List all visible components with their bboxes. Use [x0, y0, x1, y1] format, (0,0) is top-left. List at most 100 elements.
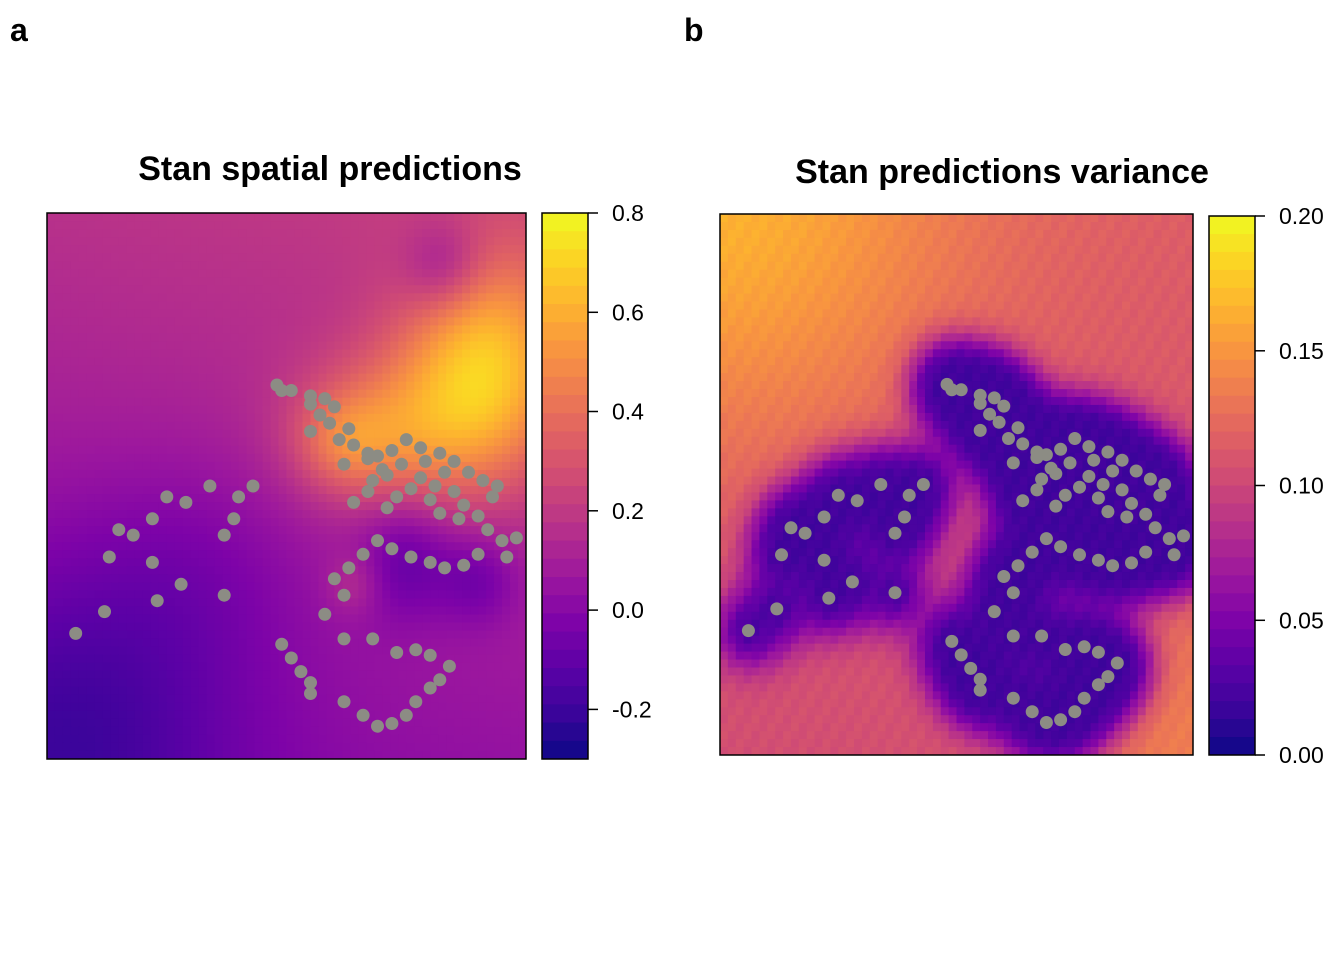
heatmap-cell [214, 686, 224, 696]
heatmap-cell [406, 678, 415, 688]
heatmap-cell [47, 461, 56, 471]
heatmap-cell [1098, 253, 1107, 263]
heatmap-cell [454, 221, 463, 230]
heatmap-cell [972, 301, 981, 311]
heatmap-cell [318, 670, 328, 680]
heatmap-cell [326, 357, 335, 367]
heatmap-cell [948, 301, 958, 311]
heatmap-cell [510, 333, 519, 343]
heatmap-cell [294, 437, 304, 447]
heatmap-cell [238, 349, 248, 359]
heatmap-cell [294, 510, 304, 519]
heatmap-cell [47, 622, 56, 632]
heatmap-cell [286, 630, 296, 640]
heatmap-cell [222, 710, 232, 720]
heatmap-cell [518, 317, 526, 327]
heatmap-cell [142, 582, 152, 591]
heatmap-cell [390, 341, 399, 351]
heatmap-cell [838, 277, 847, 287]
heatmap-cell [94, 582, 104, 591]
heatmap-cell [302, 269, 312, 278]
heatmap-cell [430, 221, 439, 230]
heatmap-cell [206, 614, 216, 624]
heatmap-cell [1161, 253, 1170, 263]
heatmap-cell [94, 742, 104, 752]
heatmap-cell [158, 566, 168, 575]
heatmap-cell [462, 686, 471, 696]
heatmap-cell [246, 614, 256, 624]
heatmap-cell [158, 518, 168, 527]
heatmap-cell [390, 397, 399, 407]
heatmap-cell [1161, 229, 1170, 239]
heatmap-cell [102, 453, 112, 463]
heatmap-cell [893, 221, 902, 231]
heatmap-cell [206, 510, 216, 519]
heatmap-cell [1066, 245, 1076, 255]
heatmap-cell [150, 381, 160, 391]
heatmap-cell [350, 542, 359, 551]
heatmap-cell [310, 566, 320, 575]
heatmap-cell [118, 574, 128, 583]
heatmap-cell [158, 461, 168, 471]
heatmap-cell [414, 429, 423, 439]
heatmap-cell [1129, 301, 1139, 311]
heatmap-cell [446, 534, 455, 543]
heatmap-cell [318, 477, 328, 487]
heatmap-cell [47, 373, 56, 383]
heatmap-cell [462, 614, 471, 624]
heatmap-cell [486, 413, 495, 423]
heatmap-cell [190, 261, 200, 270]
heatmap-cell [142, 510, 152, 519]
heatmap-cell [1043, 277, 1052, 287]
heatmap-cell [254, 734, 264, 744]
heatmap-cell [254, 518, 264, 527]
heatmap-cell [294, 397, 304, 407]
heatmap-cell [390, 277, 399, 286]
heatmap-cell [158, 413, 168, 423]
heatmap-cell [118, 518, 128, 527]
heatmap-cell [735, 214, 745, 223]
heatmap-cell [182, 221, 192, 230]
heatmap-cell [78, 734, 88, 744]
heatmap-cell [110, 437, 120, 447]
colorbar-segment [542, 540, 588, 560]
heatmap-cell [302, 341, 312, 351]
heatmap-cell [158, 710, 168, 720]
heatmap-cell [510, 670, 519, 680]
heatmap-cell [430, 293, 439, 302]
heatmap-cell [94, 461, 104, 471]
heatmap-cell [1003, 253, 1013, 263]
heatmap-cell [854, 301, 863, 311]
heatmap-cell [47, 349, 56, 359]
heatmap-cell [262, 237, 272, 246]
heatmap-cell [518, 670, 526, 680]
heatmap-cell [846, 214, 855, 223]
heatmap-cell [190, 590, 200, 600]
heatmap-cell [783, 214, 792, 223]
heatmap-cell [446, 237, 455, 246]
heatmap-cell [126, 510, 136, 519]
heatmap-cell [270, 469, 280, 479]
heatmap-cell [94, 518, 104, 527]
heatmap-cell [326, 566, 335, 575]
heatmap-cell [206, 293, 216, 302]
heatmap-cell [222, 742, 232, 752]
heatmap-cell [486, 421, 495, 431]
heatmap-cell [334, 373, 343, 383]
heatmap-cell [406, 542, 415, 551]
heatmap-cell [486, 702, 495, 712]
heatmap-cell [486, 229, 495, 238]
heatmap-cell [158, 389, 168, 399]
heatmap-cell [230, 437, 240, 447]
heatmap-cell [262, 477, 272, 487]
heatmap-cell [294, 574, 304, 583]
heatmap-cell [334, 654, 343, 664]
heatmap-cell [78, 542, 88, 551]
heatmap-cell [254, 646, 264, 656]
heatmap-cell [877, 261, 887, 271]
heatmap-cell [78, 365, 88, 375]
heatmap-cell [334, 301, 343, 310]
heatmap-cell [174, 477, 184, 487]
heatmap-cell [366, 325, 375, 335]
heatmap-cell [270, 654, 280, 664]
